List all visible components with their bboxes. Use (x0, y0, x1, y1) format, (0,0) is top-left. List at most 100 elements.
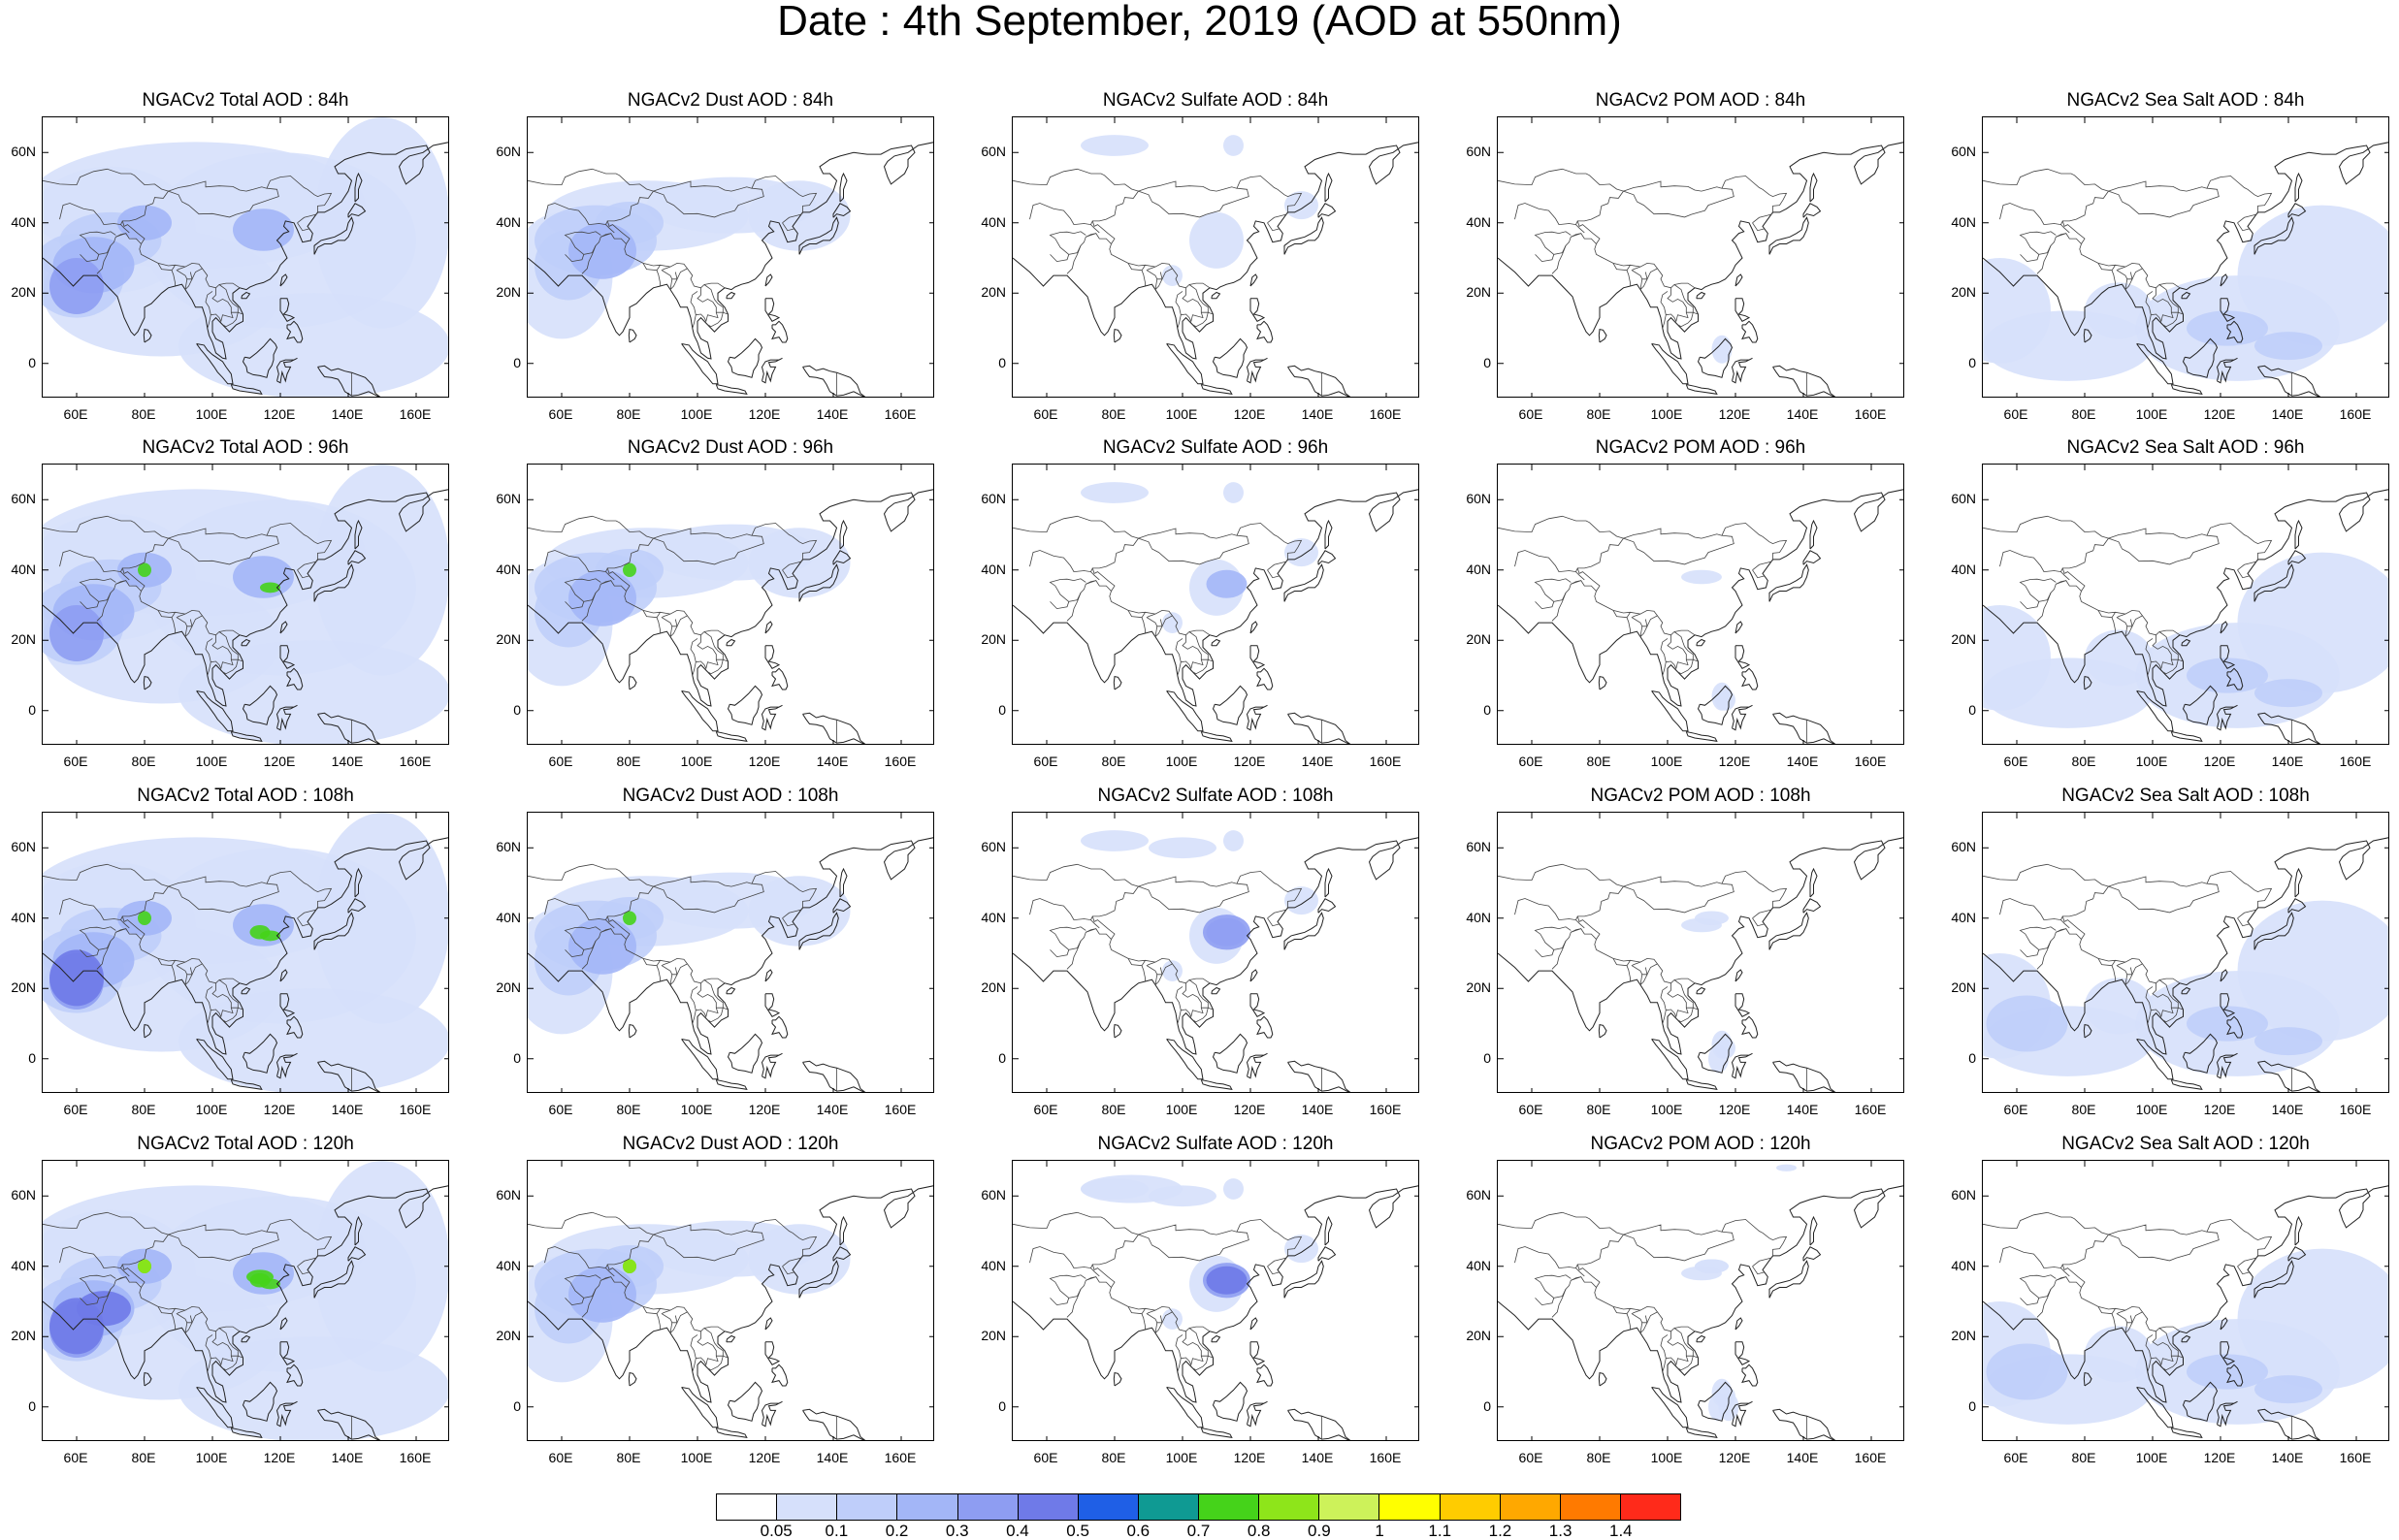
lon-label: 120E (1233, 406, 1266, 422)
aod-region (1203, 914, 1250, 950)
panel-title: NGACv2 Sulfate AOD : 96h (1102, 437, 1329, 458)
country-border (184, 272, 193, 290)
country-border (2237, 1266, 2250, 1275)
aod-map-svg (1013, 813, 1418, 1092)
lat-label: 60N (1951, 839, 1976, 855)
coastline (1317, 1246, 1337, 1262)
lat-label: 40N (1466, 1257, 1491, 1273)
coastline (802, 1408, 866, 1440)
country-border (1029, 203, 1093, 226)
lon-label: 140E (1301, 1102, 1334, 1117)
coastline (1697, 1381, 1734, 1422)
coastline (628, 676, 637, 690)
country-border (2162, 1355, 2179, 1371)
aod-region (1162, 265, 1183, 286)
coastline (2287, 898, 2307, 914)
country-border (544, 1246, 608, 1269)
country-border (1146, 266, 1158, 279)
country-border (1141, 1313, 1146, 1330)
coastline (241, 638, 251, 647)
coastline (1598, 329, 1607, 343)
aod-region (623, 911, 636, 925)
country-border (1660, 982, 1689, 1018)
country-border (605, 571, 615, 581)
coastline (317, 712, 381, 744)
coastline (681, 1039, 719, 1080)
coastline (727, 685, 763, 725)
coastline (1212, 1033, 1248, 1074)
aod-region (748, 180, 851, 251)
country-border (2036, 245, 2052, 274)
coastline (43, 1185, 448, 1403)
lon-label: 80E (2071, 754, 2096, 769)
coastline (628, 1372, 637, 1387)
coastline (1256, 1015, 1274, 1039)
coastline (1772, 1408, 1836, 1440)
coastline (2226, 1015, 2244, 1039)
map-panel: NGACv2 Sea Salt AOD : 84h 60N 40N 20N 0 60E 80… (1951, 91, 2389, 421)
coastline (1324, 519, 1333, 550)
country-border (1127, 263, 1146, 272)
coastline (1802, 203, 1822, 218)
country-border (528, 863, 654, 887)
country-border (207, 1010, 211, 1024)
coastline (1166, 1039, 1204, 1080)
lon-label: 60E (63, 406, 88, 422)
lat-label: 0 (1483, 701, 1491, 718)
coastline (1741, 1015, 1759, 1039)
country-border (600, 580, 611, 585)
lat-label: 40N (11, 213, 36, 230)
lat-label: 60N (496, 839, 521, 855)
coastline (1283, 912, 1324, 950)
lat-label: 20N (1466, 1328, 1491, 1344)
country-border (1673, 979, 1699, 1011)
lat-label: 0 (28, 1397, 36, 1414)
country-border (1090, 1267, 1100, 1277)
country-border (1514, 898, 1578, 921)
country-border (2145, 1331, 2174, 1366)
aod-map-svg (1013, 117, 1418, 397)
country-border (669, 619, 678, 637)
country-border (1154, 1315, 1163, 1333)
aod-map-svg (1013, 465, 1418, 744)
coastline (196, 1039, 234, 1080)
country-border (1029, 550, 1093, 573)
country-border (1623, 528, 1723, 539)
lat-label: 40N (496, 561, 521, 577)
lat-label: 0 (998, 701, 1006, 718)
country-border (2116, 613, 2128, 626)
country-border (1013, 515, 1139, 539)
lat-label: 20N (1466, 631, 1491, 648)
lon-label: 120E (263, 754, 296, 769)
coastline (2253, 1260, 2294, 1299)
country-border (1576, 176, 1788, 244)
country-border (1066, 941, 1082, 970)
lat-label: 60N (981, 491, 1006, 507)
country-border (1127, 958, 1146, 967)
country-border (565, 233, 689, 290)
country-border (2145, 287, 2174, 323)
country-border (1029, 1246, 1093, 1269)
lon-label: 80E (616, 1102, 641, 1117)
aod-region (49, 258, 104, 314)
country-border (2147, 1358, 2152, 1372)
coastline (1809, 1215, 1818, 1246)
coastline (1287, 365, 1351, 397)
colorbar-label: 0.7 (1186, 1522, 1211, 1540)
coastline (2182, 1033, 2219, 1074)
map-panel: NGACv2 Total AOD : 120h 60N 40N 20N 0 60E 80E 1… (11, 1135, 449, 1464)
country-border (222, 1355, 239, 1371)
country-border (1631, 961, 1643, 975)
lat-label: 60N (981, 839, 1006, 855)
country-border (565, 928, 689, 985)
country-border (1535, 1276, 1659, 1333)
lon-label: 100E (1650, 754, 1683, 769)
lon-label: 140E (2271, 1102, 2304, 1117)
country-border (1066, 245, 1082, 274)
coastline (1498, 837, 1903, 1055)
country-border (2116, 266, 2128, 279)
coastline (761, 1052, 783, 1079)
country-border (1571, 580, 1581, 585)
coastline (279, 645, 296, 669)
lon-label: 60E (63, 1450, 88, 1465)
